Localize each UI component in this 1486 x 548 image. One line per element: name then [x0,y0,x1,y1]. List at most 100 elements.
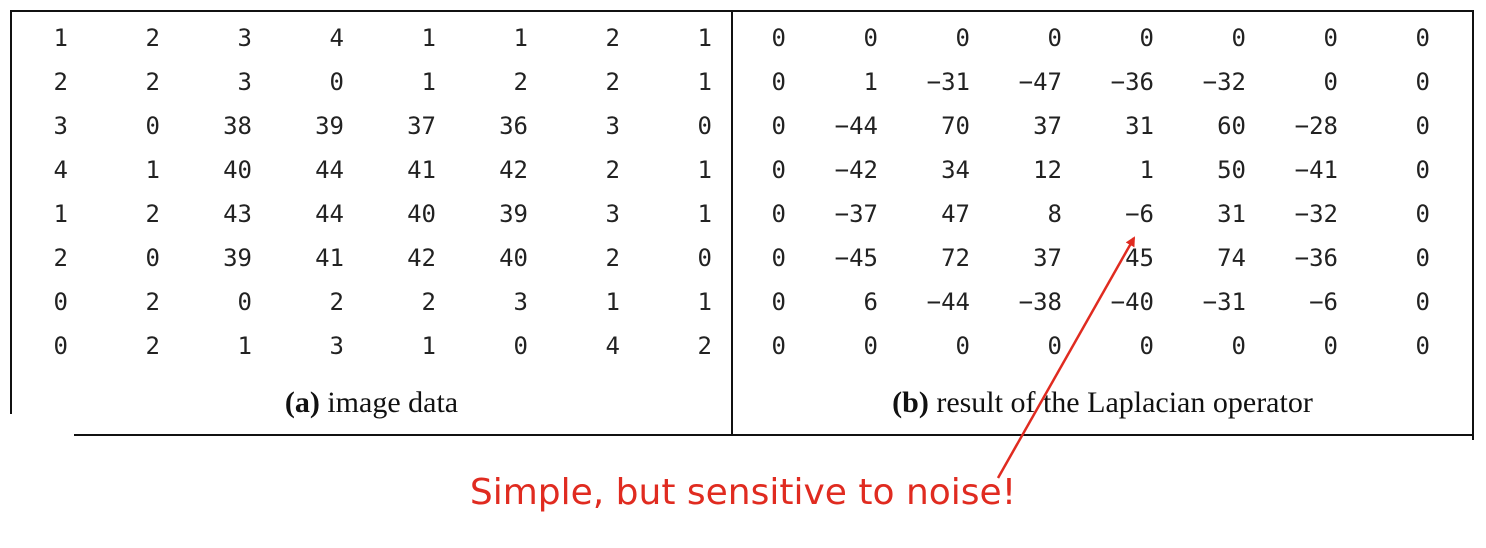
table-left-border [10,10,12,414]
image-data-row: 4 1 40 44 41 42 2 1 [22,148,712,192]
image-data-cell: 2 [421,288,436,316]
laplacian-result-cell: 74 [1217,244,1246,272]
laplacian-result-cell: 12 [1033,156,1062,184]
image-data-row: 1 2 3 4 1 1 2 1 [22,16,712,60]
image-data-cell: 38 [223,112,252,140]
image-data-cell: 43 [223,200,252,228]
image-data-row: 3 0 38 39 37 36 3 0 [22,104,712,148]
laplacian-result-cell: 0 [771,156,786,184]
image-data-cell: 1 [421,332,436,360]
image-data-cell: 0 [513,332,528,360]
image-data-cell: 2 [697,332,712,360]
laplacian-result-cell: 0 [955,24,970,52]
laplacian-result-cell: 0 [1415,200,1430,228]
table-bottom-border [74,434,1474,436]
image-data-cell: 3 [329,332,344,360]
image-data-cell: 42 [499,156,528,184]
laplacian-result-cell: −31 [1202,288,1246,316]
image-data-cell: 40 [223,156,252,184]
laplacian-result-caption-label: (b) [892,386,929,419]
image-data-caption: (a) image data [12,386,731,420]
image-data-cell: 0 [145,244,160,272]
image-data-cell: 1 [697,156,712,184]
laplacian-result-cell: 34 [941,156,970,184]
table-top-border [10,10,1474,12]
laplacian-result-cell: 0 [863,24,878,52]
laplacian-result-cell: −32 [1294,200,1338,228]
image-data-cell: 1 [421,68,436,96]
image-data-cell: 3 [237,68,252,96]
laplacian-result-cell: 0 [1415,288,1430,316]
image-data-cell: 0 [53,332,68,360]
image-data-cell: 42 [407,244,436,272]
table-middle-divider [731,10,733,436]
image-data-row: 0 2 0 2 2 3 1 1 [22,280,712,324]
image-data-cell: 1 [237,332,252,360]
image-data-cell: 1 [697,288,712,316]
laplacian-result-cell: −6 [1309,288,1338,316]
laplacian-result-cell: 0 [771,288,786,316]
image-data-cell: 0 [53,288,68,316]
image-data-cell: 3 [605,200,620,228]
image-data-cell: 41 [407,156,436,184]
image-data-cell: 1 [145,156,160,184]
laplacian-result-cell: 8 [1047,200,1062,228]
image-data-cell: 1 [421,24,436,52]
image-data-row: 2 0 39 41 42 40 2 0 [22,236,712,280]
laplacian-result-cell: 0 [1139,332,1154,360]
laplacian-result-cell: −42 [834,156,878,184]
laplacian-result-cell: 0 [955,332,970,360]
image-data-cell: 1 [53,24,68,52]
image-data-cell: 3 [605,112,620,140]
laplacian-result-cell: −45 [834,244,878,272]
image-data-cell: 36 [499,112,528,140]
laplacian-result-cell: −32 [1202,68,1246,96]
image-data-cell: 1 [513,24,528,52]
image-data-cell: 39 [223,244,252,272]
laplacian-result-cell: 47 [941,200,970,228]
laplacian-result-row: 0 −44 70 37 31 60 −28 0 [740,104,1430,148]
laplacian-result-cell: −41 [1294,156,1338,184]
annotation-text: Simple, but sensitive to noise! [469,472,1017,513]
image-data-cell: 0 [237,288,252,316]
laplacian-result-cell: 72 [941,244,970,272]
laplacian-result-cell: 45 [1125,244,1154,272]
image-data-cell: 2 [605,156,620,184]
image-data-cell: 40 [407,200,436,228]
laplacian-result-cell: 0 [1415,112,1430,140]
laplacian-result-cell: −38 [1018,288,1062,316]
image-data-cell: 1 [697,68,712,96]
image-data-cell: 1 [605,288,620,316]
image-data-cell: 2 [145,68,160,96]
laplacian-result-cell: 0 [1323,68,1338,96]
image-data-cell: 2 [605,24,620,52]
image-data-matrix: 1 2 3 4 1 1 2 1 2 2 3 0 1 2 2 1 3 0 38 39 37 36 3 0 4 1 40 44 41 42 2 1… [22,16,712,368]
image-data-cell: 3 [53,112,68,140]
image-data-cell: 2 [53,244,68,272]
image-data-cell: 1 [53,200,68,228]
image-data-cell: 44 [315,156,344,184]
laplacian-result-cell: 0 [771,68,786,96]
laplacian-result-cell: −6 [1125,200,1154,228]
laplacian-result-cell: 0 [771,200,786,228]
laplacian-result-cell: 0 [1415,68,1430,96]
image-data-caption-label: (a) [284,386,320,419]
laplacian-result-row: 0 −45 72 37 45 74 −36 0 [740,236,1430,280]
image-data-row: 1 2 43 44 40 39 3 1 [22,192,712,236]
image-data-row: 0 2 1 3 1 0 4 2 [22,324,712,368]
laplacian-result-cell: 0 [1047,332,1062,360]
image-data-cell: 0 [697,112,712,140]
laplacian-result-cell: 70 [941,112,970,140]
image-data-cell: 39 [315,112,344,140]
laplacian-result-cell: 1 [1139,156,1154,184]
laplacian-result-cell: 0 [1139,24,1154,52]
image-data-cell: 1 [697,200,712,228]
laplacian-result-cell: 37 [1033,112,1062,140]
image-data-cell: 4 [605,332,620,360]
laplacian-result-row: 0 6 −44 −38 −40 −31 −6 0 [740,280,1430,324]
image-data-cell: 2 [145,288,160,316]
laplacian-result-cell: 0 [1415,24,1430,52]
image-data-cell: 3 [237,24,252,52]
image-data-cell: 2 [605,68,620,96]
laplacian-result-row: 0 −37 47 8 −6 31 −32 0 [740,192,1430,236]
